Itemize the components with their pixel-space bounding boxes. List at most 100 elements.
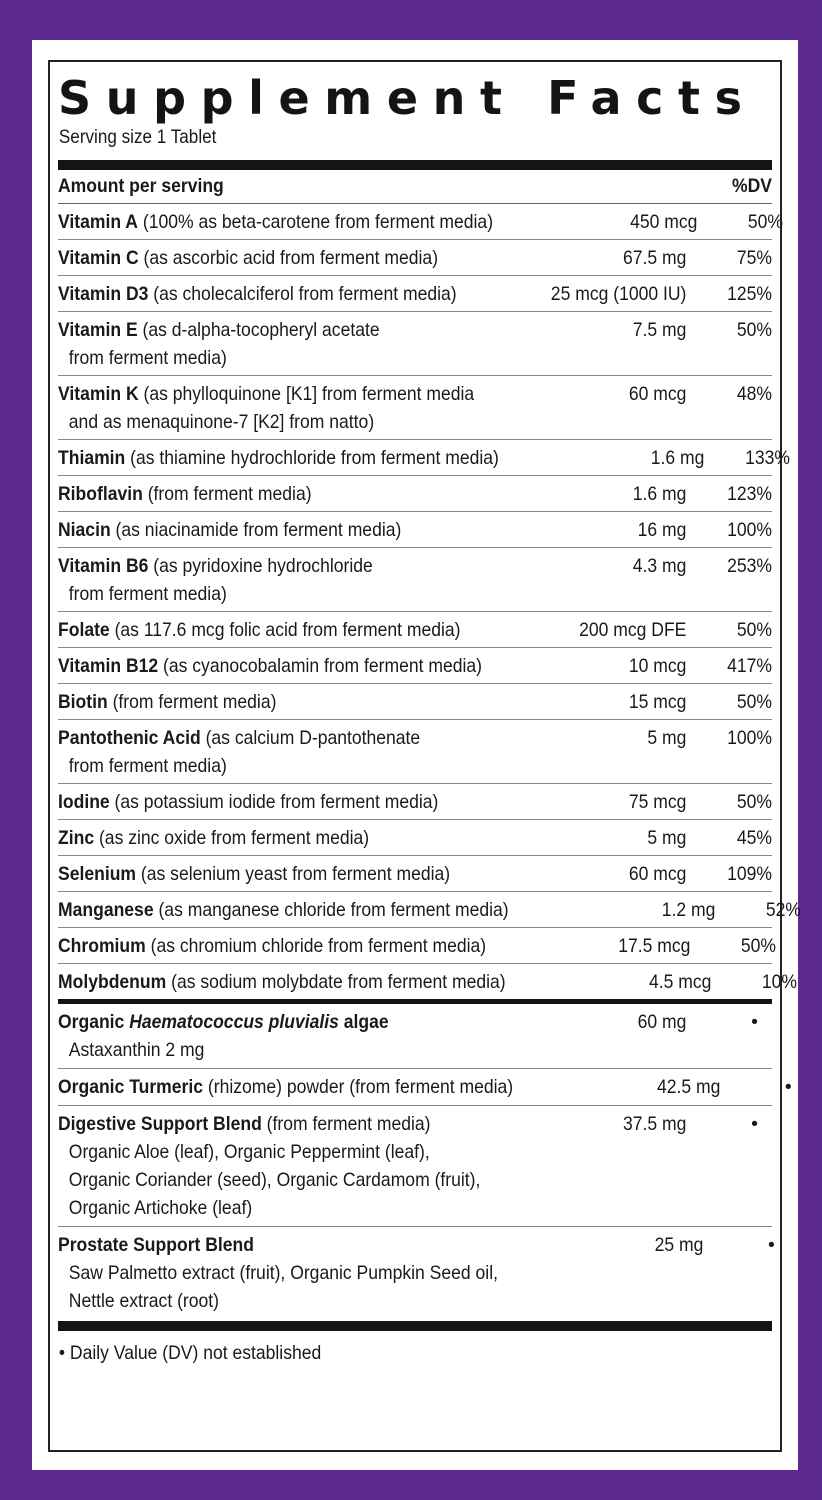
nutrient-source: (as ascorbic acid from ferment media) [138,247,439,269]
thick-divider [58,999,772,1004]
nutrient-source-continued: from ferment media) [68,583,227,605]
table-row: Molybdenum (as sodium molybdate from fer… [58,964,797,999]
amount-cell: 37.5 mg [622,1113,687,1135]
label-paper: Supplement Facts Serving size 1 Tablet A… [32,40,801,1470]
percent-dv-cell: 50% [736,319,772,341]
amount-cell: 450 mcg [630,211,698,233]
nutrient-name-cell: Pantothenic Acid (as calcium D-pantothen… [58,724,483,780]
percent-dv-cell: 50% [736,691,772,713]
blend-ingredients-line: Saw Palmetto extract (fruit), Organic Pu… [68,1262,498,1284]
amount-cell: 67.5 mg [622,247,687,269]
blend-ingredients-line: Organic Coriander (seed), Organic Cardam… [68,1169,481,1191]
amount-cell: 10 mcg [628,655,687,677]
amount-cell: 42.5 mg [656,1076,721,1098]
table-row: Vitamin D3 (as cholecalciferol from ferm… [58,276,772,312]
table-row: Vitamin B12 (as cyanocobalamin from ferm… [58,648,772,684]
amount-cell: 75 mcg [628,791,687,813]
nutrient-name-cell: Manganese (as manganese chloride from fe… [58,896,509,924]
table-row: Zinc (as zinc oxide from ferment media) 5… [58,820,772,856]
nutrient-name-cell: Folate (as 117.6 mcg folic acid from fer… [58,616,483,644]
nutrient-source: (as pyridoxine hydrochloride [148,555,373,577]
nutrient-name: Vitamin A [58,211,138,233]
dv-not-established-marker: • [751,1113,758,1135]
table-row: Biotin (from ferment media) 15 mcg 50% [58,684,772,720]
dv-not-established-marker: • [784,1076,792,1098]
percent-dv-cell: 10% [762,971,798,993]
nutrient-name: Niacin [58,519,111,541]
amount-cell: 1.6 mg [650,447,705,469]
nutrient-name-cell: Molybdenum (as sodium molybdate from fer… [58,968,506,996]
nutrient-name: Vitamin K [58,383,139,405]
nutrient-source-continued: from ferment media) [68,347,227,369]
nutrient-name: Zinc [58,827,95,849]
nutrient-name: Vitamin B6 [58,555,149,577]
table-row-algae: Organic Haematococcus pluvialis algae As… [58,1004,772,1069]
supplement-facts-panel: Supplement Facts Serving size 1 Tablet A… [48,60,801,1452]
nutrient-source: (as potassium iodide from ferment media) [109,791,439,813]
table-row: Folate (as 117.6 mcg folic acid from fer… [58,612,772,648]
percent-dv-cell: 75% [736,247,772,269]
nutrient-source: (as selenium yeast from ferment media) [136,863,451,885]
amount-cell: 60 mcg [628,383,687,405]
table-row: Vitamin B6 (as pyridoxine hydrochloride f… [58,548,772,612]
nutrient-name-cell: Zinc (as zinc oxide from ferment media) [58,824,483,852]
nutrient-name: Pantothenic Acid [58,727,201,749]
nutrient-name: Folate [58,619,110,641]
nutrient-name-cell: Organic Haematococcus pluvialis algae As… [58,1008,483,1064]
percent-dv-cell: 52% [765,899,801,921]
table-row: Vitamin K (as phylloquinone [K1] from fe… [58,376,772,440]
nutrient-name: Biotin [58,691,108,713]
column-header-row: Amount per serving %DV [58,170,772,204]
percent-dv-cell: 50% [748,211,784,233]
nutrient-source-continued: and as menaquinone-7 [K2] from natto) [68,411,375,433]
nutrient-name: Riboflavin [58,483,143,505]
nutrient-sub-line: Astaxanthin 2 mg [68,1039,205,1061]
blend-ingredients-line: Organic Artichoke (leaf) [68,1197,253,1219]
amount-cell: 15 mcg [628,691,687,713]
nutrient-source: (as zinc oxide from ferment media) [94,827,370,849]
vitamin-rows: Vitamin A (100% as beta-carotene from fe… [58,204,801,999]
nutrient-name-cell: Riboflavin (from ferment media) [58,480,483,508]
table-row: Manganese (as manganese chloride from fe… [58,892,801,928]
table-row-turmeric: Organic Turmeric (rhizome) powder (from … [58,1069,792,1106]
blend-ingredients-line: Nettle extract (root) [68,1290,220,1312]
nutrient-name-cell: Biotin (from ferment media) [58,688,483,716]
nutrient-source: (as cholecalciferol from ferment media) [148,283,457,305]
purple-package-border: Supplement Facts Serving size 1 Tablet A… [6,6,816,1494]
percent-dv-cell: 253% [727,555,772,577]
nutrient-source: (as cyanocobalamin from ferment media) [158,655,482,677]
serving-size: Serving size 1 Tablet [58,127,217,148]
nutrient-name-cell: Organic Turmeric (rhizome) powder (from … [58,1076,514,1098]
percent-dv-cell: 133% [744,447,790,469]
amount-cell: 5 mg [647,827,687,849]
amount-cell: 25 mg [654,1234,704,1256]
dv-not-established-marker: • [768,1234,775,1256]
nutrient-name: Thiamin [58,447,126,469]
dv-not-established-marker: • [751,1011,758,1033]
amount-cell: 7.5 mg [632,319,687,341]
amount-cell: 1.2 mg [661,899,716,921]
table-row: Thiamin (as thiamine hydrochloride from … [58,440,790,476]
nutrient-source: (as sodium molybdate from ferment media) [166,971,506,993]
thick-divider [58,160,772,170]
percent-dv-cell: 125% [727,283,772,305]
nutrient-name: Vitamin D3 [58,283,149,305]
nutrient-name-cell: Vitamin D3 (as cholecalciferol from ferm… [58,280,483,308]
table-row: Chromium (as chromium chloride from ferm… [58,928,776,964]
amount-cell: 200 mcg DFE [579,619,687,641]
thick-divider [58,1321,772,1331]
amount-cell: 5 mg [647,727,687,749]
nutrient-source: (as manganese chloride from ferment medi… [153,899,509,921]
nutrient-source-continued: from ferment media) [68,755,227,777]
nutrient-source: (as 117.6 mcg folic acid from ferment me… [109,619,461,641]
nutrient-name-cell: Thiamin (as thiamine hydrochloride from … [58,444,499,472]
table-row: Vitamin E (as d-alpha-tocopheryl acetate… [58,312,772,376]
nutrient-source: (as calcium D-pantothenate [200,727,421,749]
amount-cell: 17.5 mcg [617,935,691,957]
table-row: Iodine (as potassium iodide from ferment… [58,784,772,820]
blend-ingredients-line: Organic Aloe (leaf), Organic Peppermint … [68,1141,430,1163]
nutrient-name: Manganese [58,899,154,921]
nutrient-name: Vitamin C [58,247,139,269]
nutrient-name-cell: Vitamin B6 (as pyridoxine hydrochloride f… [58,552,483,608]
nutrient-source: (as thiamine hydrochloride from ferment … [125,447,499,469]
